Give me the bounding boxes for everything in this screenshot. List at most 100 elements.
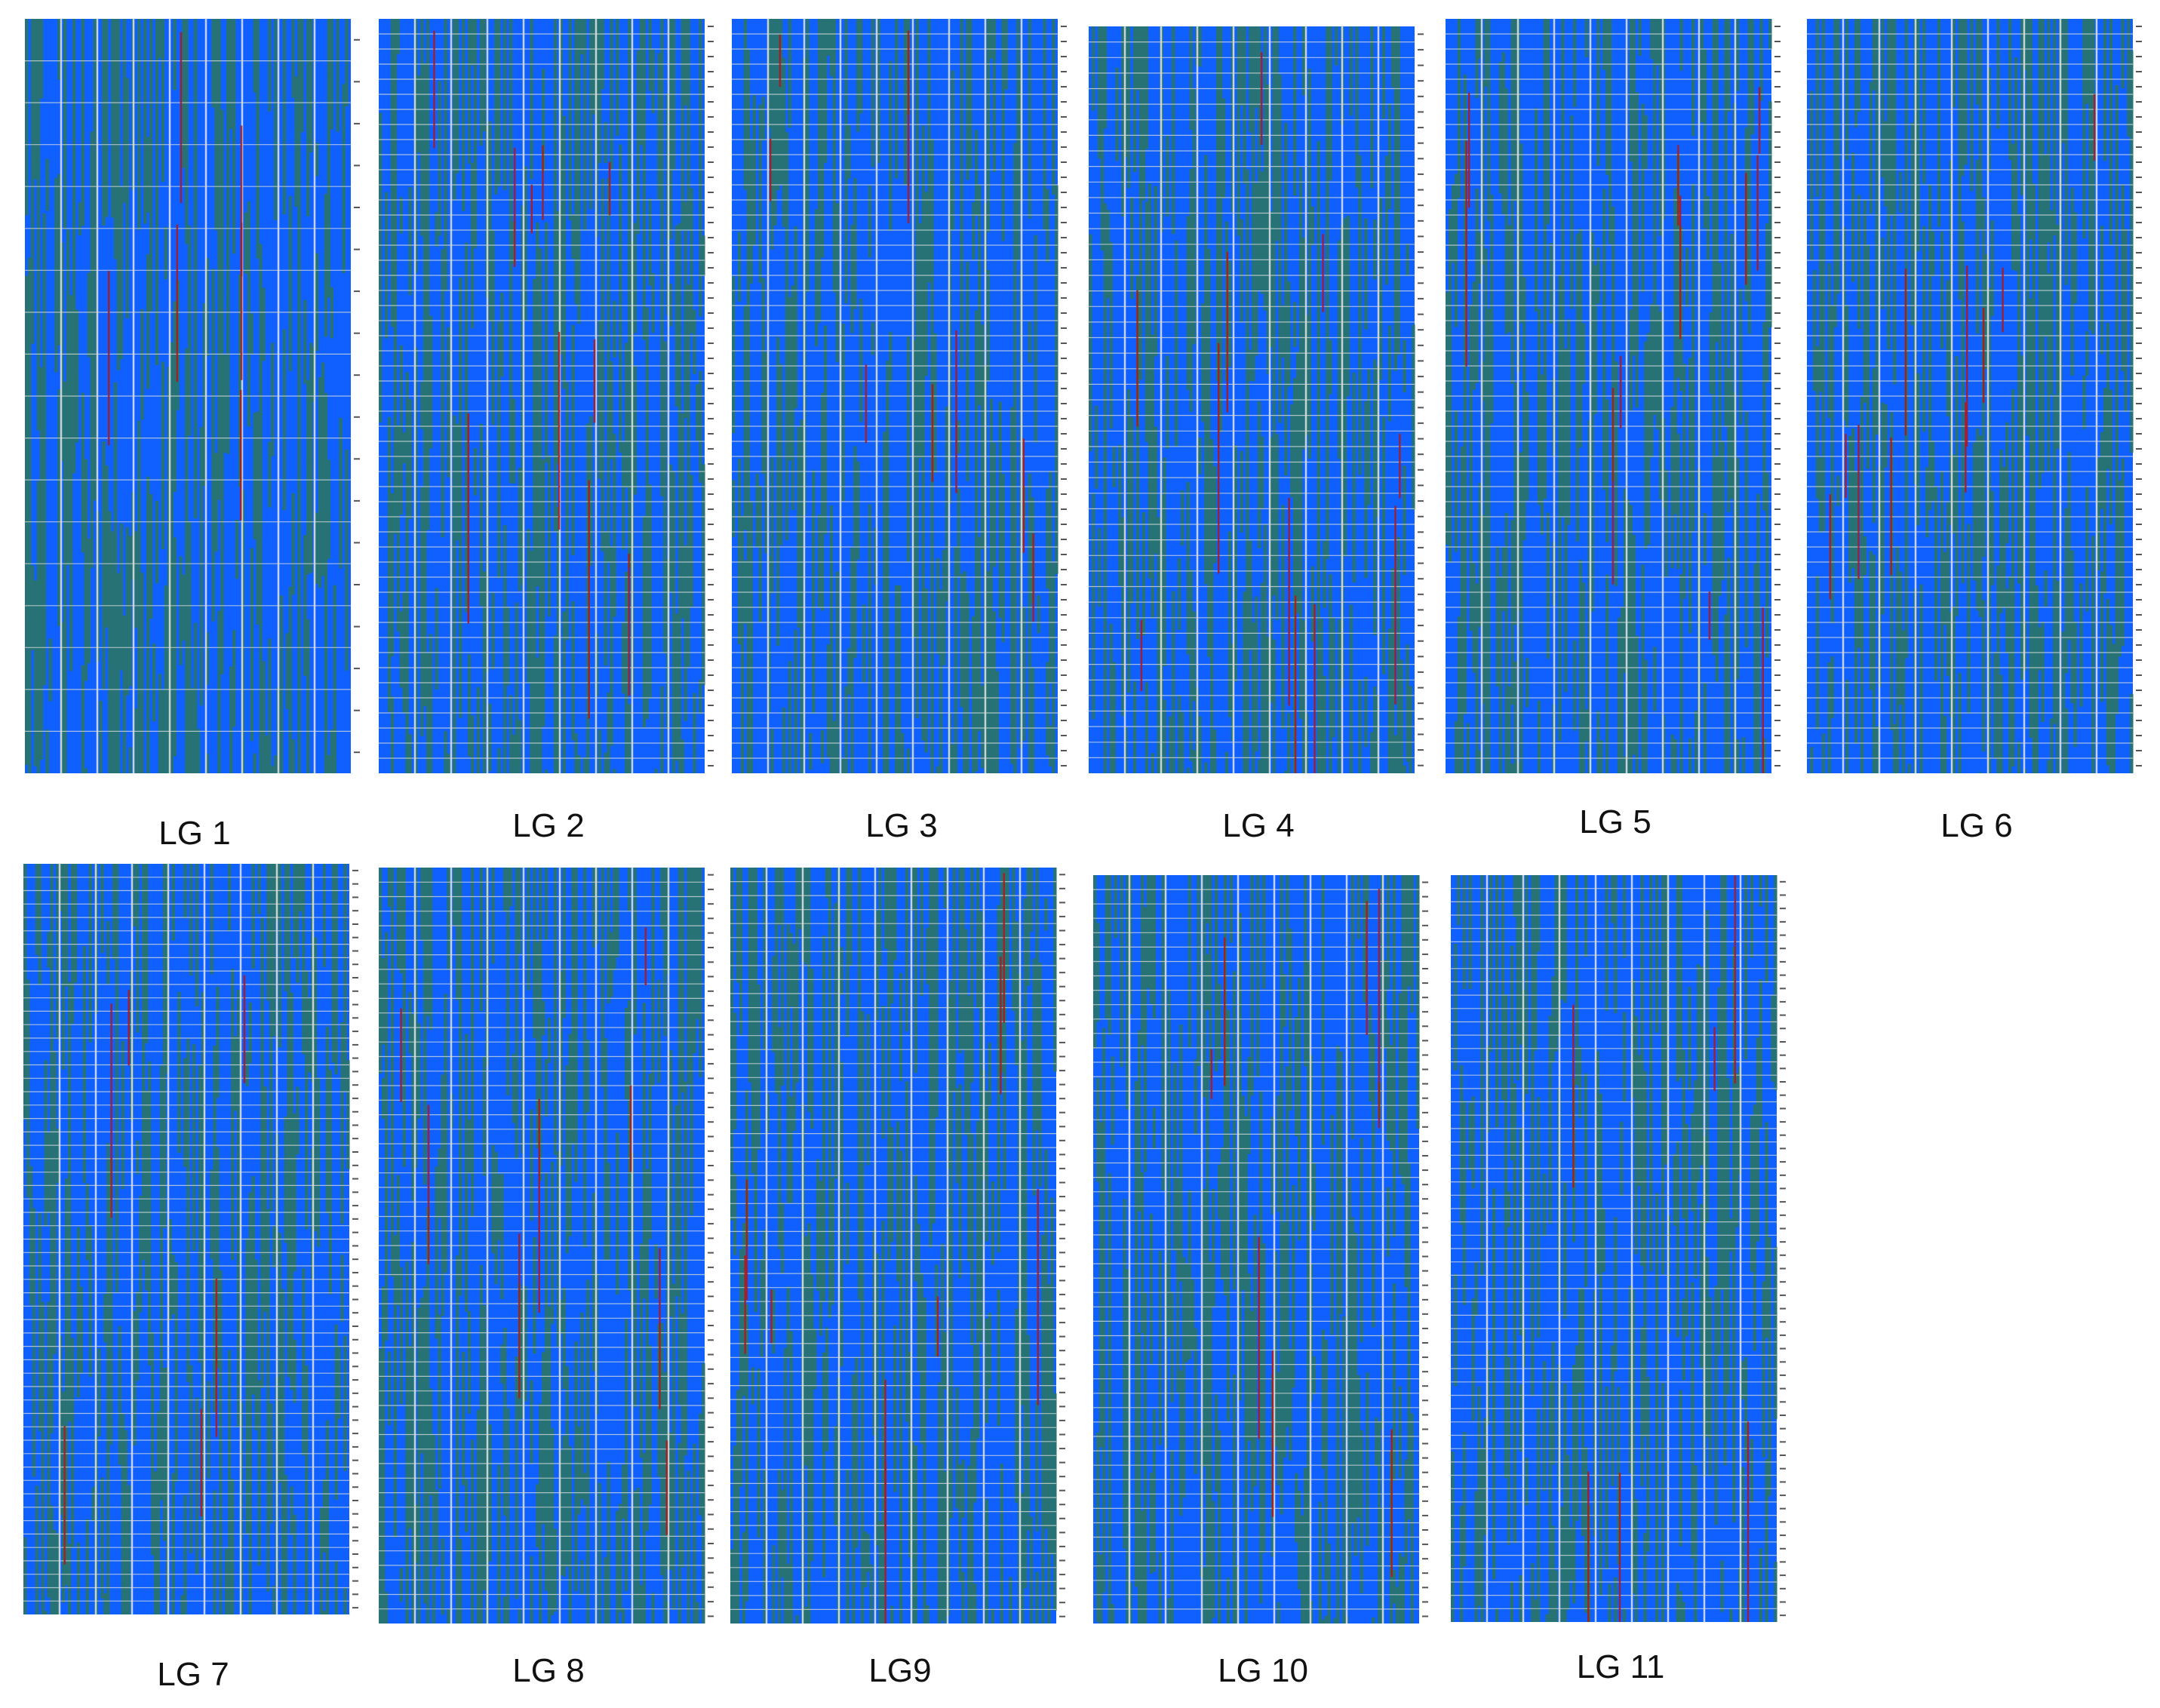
heatmap-cell bbox=[1526, 429, 1529, 501]
heatmap-cell bbox=[2118, 480, 2122, 657]
heatmap-cell bbox=[422, 1286, 427, 1420]
heatmap-cell bbox=[1298, 350, 1303, 554]
heatmap-cell bbox=[1451, 184, 1455, 263]
heatmap-cell bbox=[1827, 662, 1832, 701]
heatmap-cell bbox=[1649, 1620, 1653, 1622]
heatmap-cell bbox=[539, 1022, 542, 1181]
heatmap-cell bbox=[1720, 1037, 1724, 1253]
heatmap-cell bbox=[1978, 19, 1983, 229]
heatmap-cell bbox=[607, 692, 610, 773]
heatmap-cell bbox=[862, 604, 866, 683]
heatmap-cell bbox=[1536, 875, 1541, 952]
heatmap-cell bbox=[797, 426, 800, 628]
heatmap-cell bbox=[1152, 1107, 1157, 1149]
heatmap-cell bbox=[693, 868, 696, 931]
heatmap-cell bbox=[556, 1151, 561, 1347]
heatmap-cell bbox=[220, 109, 224, 332]
heatmap-cell bbox=[1567, 318, 1571, 525]
heatmap-cell bbox=[826, 19, 831, 56]
heatmap-cell bbox=[1519, 452, 1523, 508]
heatmap-cell bbox=[1126, 1603, 1129, 1624]
heatmap-cell bbox=[268, 638, 272, 728]
heatmap-cell bbox=[1095, 1077, 1100, 1182]
heatmap-cell bbox=[393, 1235, 398, 1459]
heatmap-cell bbox=[2050, 210, 2054, 395]
heatmap-cell bbox=[1396, 536, 1400, 684]
heatmap-cell bbox=[1975, 19, 1980, 105]
heatmap-cell bbox=[1605, 875, 1608, 1011]
heatmap-cell bbox=[1720, 875, 1724, 1038]
heatmap-cell bbox=[1611, 206, 1615, 353]
heatmap-cell bbox=[702, 235, 705, 276]
heatmap-cell bbox=[613, 434, 616, 617]
heatmap-cell bbox=[814, 247, 819, 347]
heatmap-cell bbox=[250, 548, 253, 741]
heatmap-cell bbox=[627, 704, 631, 773]
heatmap-cell bbox=[1286, 1220, 1289, 1347]
heatmap-cell bbox=[426, 374, 430, 530]
heatmap-cell bbox=[2082, 375, 2086, 429]
heatmap-cell bbox=[346, 1060, 350, 1169]
heatmap-cell bbox=[776, 336, 780, 530]
heatmap-cell bbox=[1833, 170, 1837, 327]
heatmap-cell bbox=[1765, 1459, 1768, 1541]
heatmap-cell bbox=[559, 1450, 564, 1575]
heatmap-cell bbox=[408, 992, 412, 1054]
heatmap-cell bbox=[293, 1514, 297, 1614]
heatmap-cell bbox=[1614, 361, 1618, 529]
heatmap-cell bbox=[607, 358, 610, 563]
heatmap-cell bbox=[116, 573, 121, 773]
heatmap-cell bbox=[1641, 103, 1645, 293]
heatmap-cell bbox=[456, 1623, 459, 1624]
heatmap-cell bbox=[544, 770, 548, 773]
heatmap-cell bbox=[812, 470, 816, 509]
heatmap-cell bbox=[961, 1459, 965, 1518]
heatmap-cell bbox=[1765, 1122, 1768, 1338]
heatmap-cell bbox=[1034, 235, 1038, 443]
heatmap-cell bbox=[547, 455, 552, 617]
heatmap-cell bbox=[1323, 676, 1326, 773]
heatmap-cell bbox=[1634, 1499, 1639, 1622]
heatmap-cell bbox=[170, 488, 174, 702]
heatmap-cell bbox=[1407, 1163, 1411, 1353]
heatmap-cell bbox=[1952, 454, 1956, 533]
heatmap-cell bbox=[73, 864, 78, 983]
heatmap-cell bbox=[1513, 445, 1517, 484]
heatmap-cell bbox=[42, 430, 47, 465]
heatmap-cell bbox=[1463, 210, 1467, 256]
heatmap-cell bbox=[663, 585, 667, 654]
heatmap-cell bbox=[527, 868, 530, 954]
heatmap-cell bbox=[1623, 488, 1627, 591]
heatmap-cell bbox=[544, 868, 548, 940]
heatmap-cell bbox=[792, 989, 796, 1131]
heatmap-lg1 bbox=[25, 19, 360, 773]
heatmap-cell bbox=[1232, 1074, 1237, 1122]
label-lg11: LG 11 bbox=[1576, 1648, 1665, 1685]
heatmap-cell bbox=[1815, 389, 1820, 499]
heatmap-cell bbox=[832, 73, 837, 293]
heatmap-cell bbox=[414, 598, 418, 773]
heatmap-cell bbox=[459, 403, 462, 568]
heatmap-cell bbox=[1244, 1489, 1248, 1526]
heatmap-cell bbox=[1833, 19, 1837, 171]
heatmap-cell bbox=[1050, 1197, 1054, 1369]
heatmap-cell bbox=[860, 1258, 865, 1433]
heatmap-cell bbox=[1170, 1292, 1174, 1402]
heatmap-cell bbox=[456, 868, 459, 1000]
heatmap-cell bbox=[929, 1213, 933, 1248]
heatmap-cell bbox=[1685, 247, 1689, 307]
heatmap-cell bbox=[645, 617, 649, 719]
heatmap-cell bbox=[1898, 571, 1903, 705]
heatmap-cell bbox=[1310, 206, 1315, 246]
heatmap-cell bbox=[961, 1571, 965, 1624]
heatmap-cell bbox=[384, 1592, 389, 1624]
heatmap-cell bbox=[1466, 723, 1470, 773]
heatmap-cell bbox=[1605, 574, 1609, 760]
heatmap-cell bbox=[958, 868, 962, 1004]
heatmap-cell bbox=[1350, 1089, 1355, 1139]
heatmap-cell bbox=[736, 1613, 740, 1624]
heatmap-cell bbox=[1987, 658, 1992, 773]
heatmap-cell bbox=[527, 953, 530, 991]
heatmap-cell bbox=[1410, 1413, 1414, 1608]
heatmap-cell bbox=[610, 361, 613, 459]
